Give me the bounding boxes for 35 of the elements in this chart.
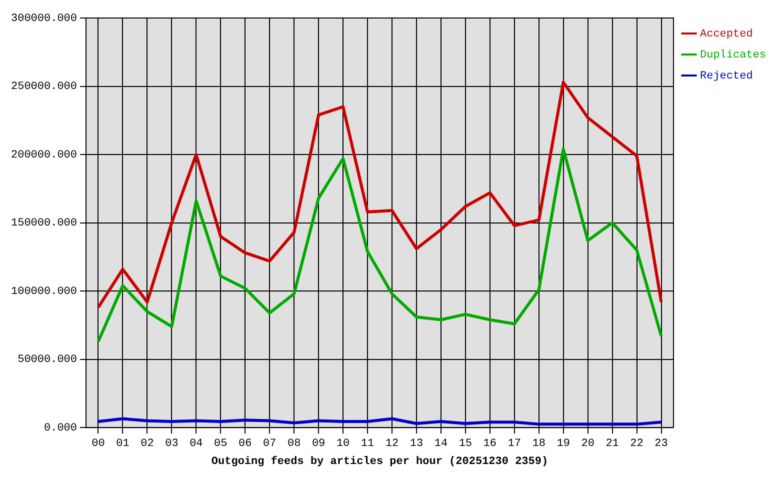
x-tick-label: 09: [312, 438, 326, 450]
x-tick-label: 13: [410, 438, 424, 450]
x-tick-label: 02: [140, 438, 154, 450]
y-tick-label: 150000.000: [10, 218, 78, 230]
x-tick-label: 10: [336, 438, 350, 450]
x-tick-label: 21: [606, 438, 620, 450]
x-tick-label: 20: [581, 438, 594, 450]
y-tick-label: 50000.000: [18, 354, 78, 366]
x-tick-label: 15: [458, 438, 472, 450]
x-tick-label: 03: [165, 438, 178, 450]
y-tick-label: 300000.000: [10, 12, 78, 25]
legend-label: Rejected: [700, 70, 753, 82]
x-tick-label: 01: [116, 438, 130, 450]
x-tick-label: 00: [92, 438, 105, 450]
x-tick-label: 05: [214, 438, 228, 450]
x-axis-title: Outgoing feeds by articles per hour (20251230 2359): [211, 455, 548, 468]
x-tick-label: 23: [654, 438, 668, 450]
x-tick-label: 07: [262, 438, 276, 450]
y-tick-label: 0.000: [44, 422, 78, 435]
x-tick-label: 08: [287, 438, 301, 450]
x-tick-label: 17: [508, 438, 521, 450]
x-tick-label: 19: [556, 438, 570, 450]
y-tick-label: 250000.000: [10, 81, 78, 94]
x-tick-label: 12: [385, 438, 399, 450]
x-tick-label: 06: [238, 438, 252, 450]
x-tick-label: 22: [630, 438, 644, 450]
x-tick-label: 11: [360, 438, 375, 450]
x-tick-label: 04: [190, 438, 204, 450]
x-tick-label: 18: [532, 438, 546, 450]
y-tick-label: 100000.000: [10, 286, 78, 298]
x-tick-label: 16: [483, 438, 497, 450]
legend-label: Accepted: [700, 28, 753, 40]
y-tick-label: 200000.000: [10, 149, 78, 162]
legend-label: Duplicates: [700, 49, 766, 62]
x-tick-label: 14: [434, 438, 448, 450]
